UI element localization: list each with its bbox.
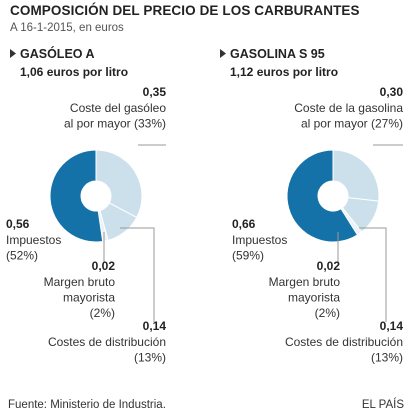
slice-label-coste-mayor: al por mayor (33%) — [64, 117, 166, 131]
slice-coste-mayor — [95, 149, 143, 219]
slice-label-margen: (2%) — [315, 306, 340, 320]
bullet-icon — [10, 49, 16, 58]
slice-label-costes-distribucion: (13%) — [371, 351, 403, 365]
slice-value-coste-mayor: 0,30 — [380, 85, 404, 99]
slice-label-costes-distribucion: (13%) — [134, 351, 166, 365]
slice-value-impuestos: 0,56 — [6, 217, 30, 231]
leader-line — [120, 227, 155, 322]
slice-label-impuestos: Impuestos — [6, 233, 61, 247]
slice-label-coste-mayor: Coste del gasóleo — [70, 101, 166, 115]
slice-value-coste-mayor: 0,35 — [143, 85, 167, 99]
slice-impuestos — [286, 149, 359, 243]
slice-label-margen: mayorista — [63, 291, 115, 305]
slice-value-margen: 0,02 — [92, 259, 116, 273]
slice-label-impuestos: Impuestos — [232, 233, 287, 247]
slice-label-costes-distribucion: Costes de distribución — [48, 335, 166, 349]
slice-label-impuestos: (52%) — [6, 249, 38, 263]
donut-chart-gasolina: GASOLINA S 95 1,12 euros por litro 0,30 Cos… — [220, 47, 403, 365]
slice-label-coste-mayor: Coste de la gasolina — [294, 101, 403, 115]
slice-label-margen: (2%) — [90, 306, 115, 320]
slice-label-coste-mayor: al por mayor (27%) — [301, 117, 403, 131]
slice-value-costes-distribucion: 0,14 — [380, 319, 404, 333]
chart-total-gasoleo: 1,06 euros por litro — [20, 65, 128, 79]
slice-label-impuestos: (59%) — [232, 249, 264, 263]
source-note: Fuente: Ministerio de Industria. — [8, 399, 166, 411]
slice-value-margen: 0,02 — [317, 259, 341, 273]
donut-chart-gasoleo: GASÓLEO A 1,06 euros por litro 0,35 Coste d… — [6, 46, 166, 365]
chart-total-gasolina: 1,12 euros por litro — [230, 65, 338, 79]
slice-impuestos — [49, 149, 104, 243]
chart-title-gasoleo: GASÓLEO A — [20, 46, 95, 61]
page-subtitle: A 16-1-2015, en euros — [10, 22, 124, 34]
slice-value-costes-distribucion: 0,14 — [143, 319, 167, 333]
brand-logo: EL PAÍS — [361, 399, 404, 411]
slice-coste-mayor — [332, 149, 380, 202]
chart-title-gasolina: GASOLINA S 95 — [230, 47, 325, 61]
slice-label-margen: Margen bruto — [269, 275, 341, 289]
slice-label-margen: mayorista — [288, 291, 340, 305]
slice-label-margen: Margen bruto — [44, 275, 116, 289]
slice-label-costes-distribucion: Costes de distribución — [285, 335, 403, 349]
bullet-icon — [220, 49, 226, 58]
page-title: COMPOSICIÓN DEL PRECIO DE LOS CARBURANTE… — [10, 3, 360, 18]
slice-value-impuestos: 0,66 — [232, 217, 256, 231]
leader-line — [359, 227, 387, 322]
